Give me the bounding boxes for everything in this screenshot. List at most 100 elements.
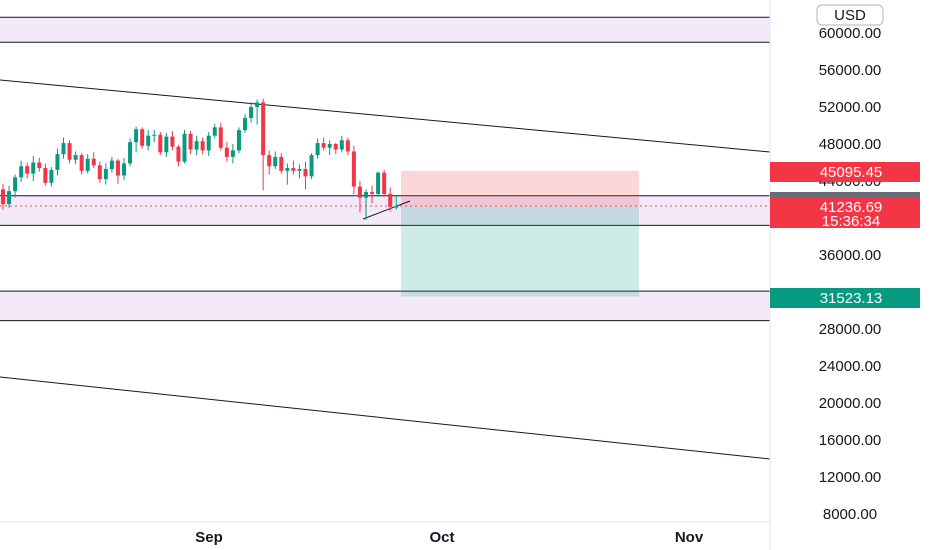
candle-40	[243, 114, 247, 133]
candle-9	[55, 148, 60, 176]
candle-body	[176, 146, 181, 162]
candle-body	[212, 127, 217, 136]
candle-body	[279, 156, 284, 171]
price-tick-label: 36000.00	[819, 247, 882, 264]
candle-12	[73, 151, 78, 165]
candle-58	[351, 145, 356, 194]
price-tick-label: 52000.00	[819, 99, 882, 116]
candle-41	[249, 102, 254, 123]
candle-15	[91, 152, 96, 169]
candle-body	[200, 141, 205, 151]
price-tick-label: 12000.00	[819, 469, 882, 486]
candle-10	[61, 137, 66, 159]
candle-body	[61, 143, 66, 155]
candle-body	[103, 168, 108, 180]
candle-49	[297, 164, 302, 179]
candle-body	[273, 156, 278, 167]
candle-body	[267, 155, 272, 167]
candle-62	[376, 171, 381, 197]
trendlines[interactable]	[0, 79, 771, 460]
candle-body	[73, 155, 78, 160]
candle-body	[249, 107, 254, 119]
candle-body	[188, 133, 193, 150]
stop-price-label: 45095.45	[820, 164, 883, 181]
candle-63	[382, 169, 387, 197]
short-position-tool[interactable]	[401, 170, 639, 297]
lower-channel-line[interactable]	[0, 376, 771, 460]
candle-0	[1, 183, 5, 210]
time-tick-label: Sep	[195, 529, 223, 546]
time-axis[interactable]: Sep Oct Nov	[195, 529, 704, 546]
current-price-badge: 41236.69 15:36:34	[770, 192, 920, 230]
currency-label: USD	[834, 7, 866, 24]
risk-area[interactable]	[401, 170, 639, 207]
candle-21	[128, 138, 133, 167]
candle-6	[37, 157, 42, 172]
candle-body	[109, 160, 114, 169]
candle-39	[236, 127, 241, 154]
candle-26	[158, 131, 163, 156]
candle-61	[370, 185, 375, 204]
candle-body	[351, 151, 356, 187]
candle-body	[194, 141, 199, 150]
candle-18	[109, 156, 114, 173]
candle-25	[152, 130, 157, 143]
candle-31	[188, 131, 193, 155]
candle-body	[388, 193, 393, 207]
candle-28	[170, 131, 175, 151]
time-tick-label: Oct	[429, 529, 454, 546]
candle-64	[388, 187, 393, 212]
candle-37	[224, 142, 229, 162]
candle-countdown-label: 15:36:34	[822, 213, 880, 230]
candle-body	[122, 163, 126, 176]
price-tick-label: 56000.00	[819, 62, 882, 79]
candle-body	[152, 134, 157, 136]
candle-body	[230, 150, 235, 157]
current-price-label: 41236.69	[820, 199, 883, 216]
price-axis[interactable]: 60000.0056000.0052000.0048000.0044000.00…	[819, 25, 882, 523]
price-tick-label: 20000.00	[819, 395, 882, 412]
candle-body	[303, 168, 308, 177]
candlesticks	[1, 98, 399, 220]
candle-body	[164, 136, 169, 153]
candle-24	[146, 130, 151, 151]
candle-body	[291, 168, 296, 171]
candle-body	[327, 144, 332, 148]
candle-47	[285, 163, 290, 185]
candle-body	[370, 192, 375, 194]
candle-60	[364, 189, 368, 220]
candle-body	[91, 158, 96, 166]
candle-body	[243, 118, 247, 131]
price-tick-label: 16000.00	[819, 432, 882, 449]
candle-body	[115, 160, 120, 176]
currency-selector[interactable]: USD	[816, 4, 884, 26]
zone-0[interactable]	[0, 17, 770, 43]
candle-59	[357, 181, 362, 213]
candle-body	[146, 135, 151, 146]
candle-body	[19, 166, 24, 178]
candle-body	[43, 168, 48, 183]
candle-45	[273, 151, 278, 169]
price-tick-label: 48000.00	[819, 136, 882, 153]
candle-23	[140, 127, 145, 149]
candle-34	[206, 131, 211, 157]
reward-area[interactable]	[401, 206, 639, 297]
candle-36	[218, 122, 223, 151]
candle-1	[7, 185, 12, 208]
candle-body	[315, 143, 320, 156]
candle-body	[218, 127, 223, 148]
candle-body	[382, 172, 387, 194]
candle-11	[67, 140, 72, 164]
candle-body	[261, 102, 266, 156]
candle-4	[25, 162, 30, 179]
candle-body	[158, 134, 163, 153]
zone-2[interactable]	[0, 291, 770, 321]
upper-channel-line[interactable]	[0, 79, 771, 153]
candle-body	[255, 102, 260, 107]
candle-body	[25, 166, 30, 174]
candle-body	[134, 129, 139, 143]
candle-52	[315, 138, 320, 159]
candle-8	[49, 167, 54, 187]
short-trend-line[interactable]	[362, 200, 411, 220]
